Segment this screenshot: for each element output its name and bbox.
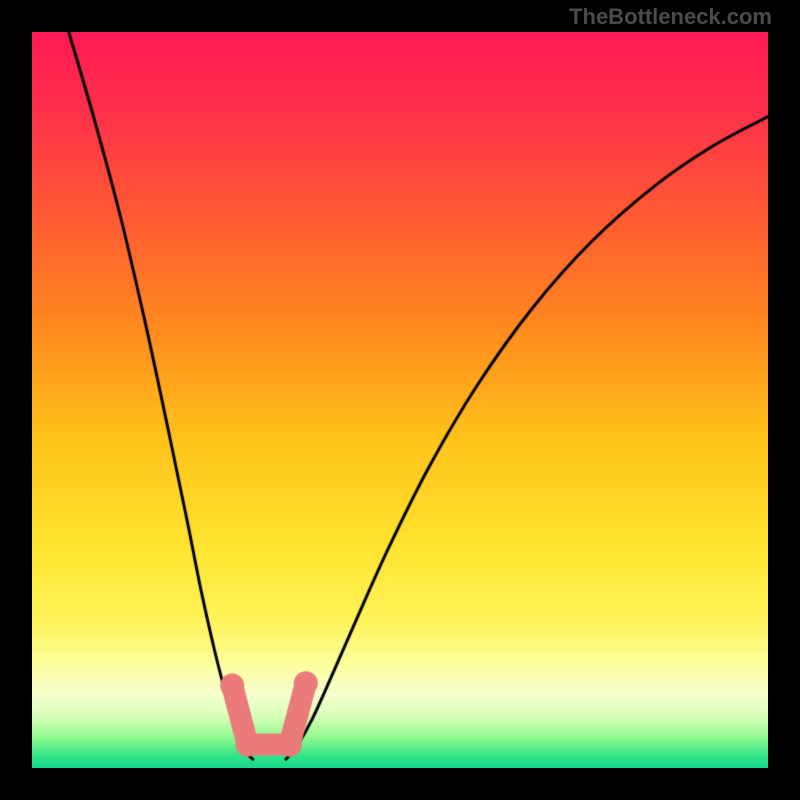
highlight-marker [32, 32, 768, 768]
plot-area [32, 32, 768, 768]
chart-stage: TheBottleneck.com [0, 0, 800, 800]
watermark-label: TheBottleneck.com [569, 4, 772, 30]
